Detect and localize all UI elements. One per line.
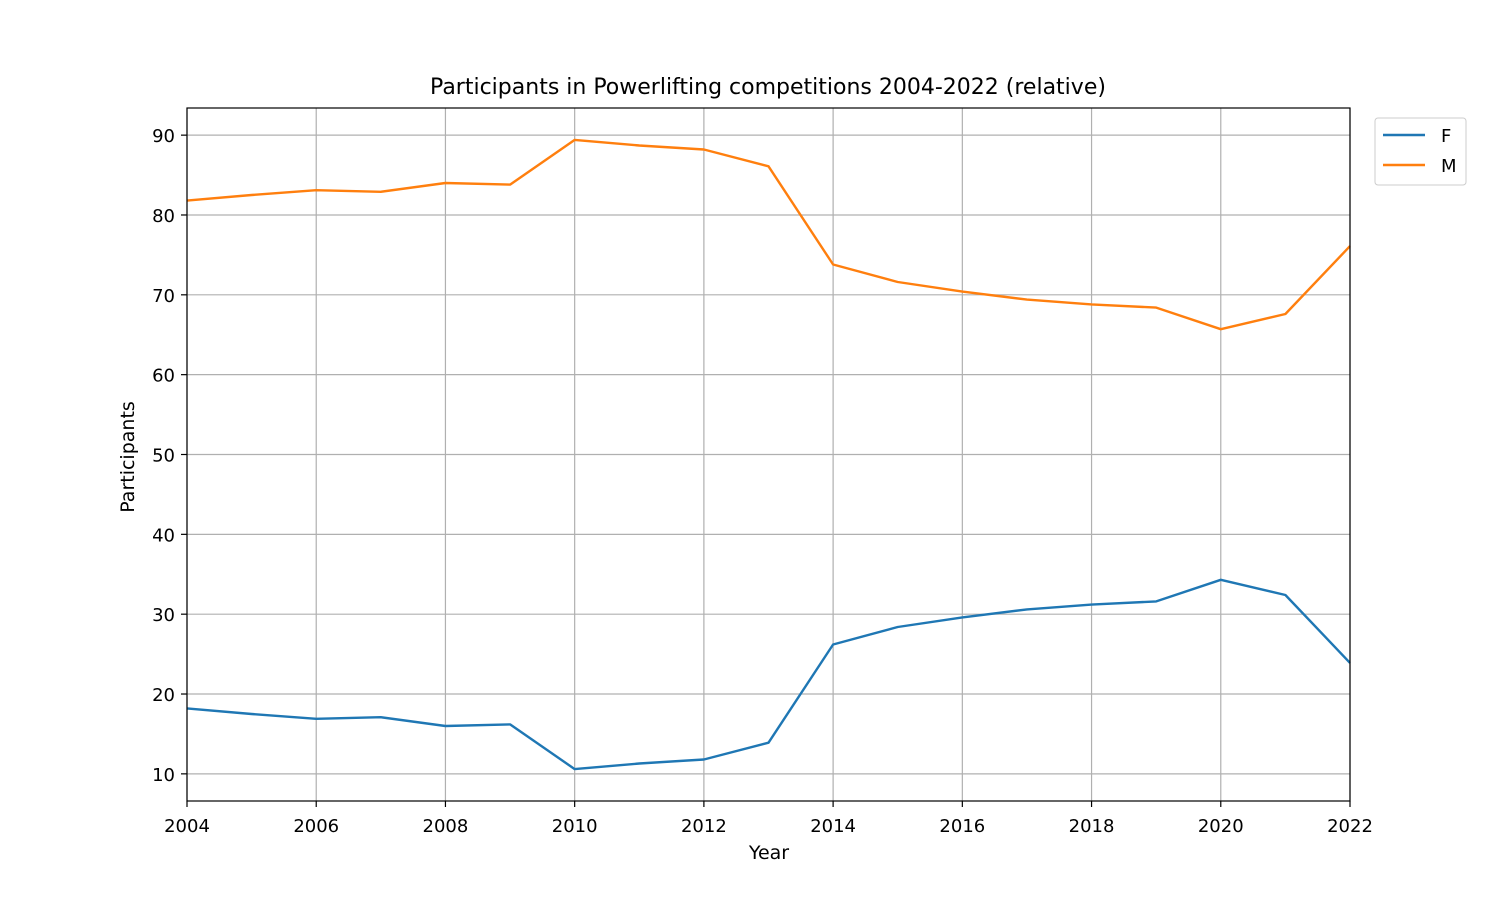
series-line-f xyxy=(186,578,1351,771)
grid xyxy=(186,108,1351,801)
legend-label-m: M xyxy=(1441,156,1457,177)
axis-ticks: 2004 2006 2008 2010 2012 2014 2016 2018 2020 2022… xyxy=(152,126,1373,837)
y-tick-label: 40 xyxy=(152,525,175,546)
x-tick-label: 2004 xyxy=(164,816,210,837)
legend-label-f: F xyxy=(1441,126,1451,147)
x-tick-label: 2010 xyxy=(552,816,598,837)
y-tick-label: 30 xyxy=(152,605,175,626)
x-axis-label: Year xyxy=(748,842,789,864)
x-tick-label: 2006 xyxy=(293,816,339,837)
series-line-m xyxy=(186,138,1351,331)
y-tick-label: 80 xyxy=(152,206,175,227)
x-tick-label: 2008 xyxy=(423,816,469,837)
y-tick-label: 10 xyxy=(152,765,175,786)
x-tick-label: 2016 xyxy=(939,816,985,837)
x-tick-label: 2018 xyxy=(1069,816,1115,837)
legend: FM xyxy=(1374,117,1467,186)
chart-title: Participants in Powerlifting competition… xyxy=(430,75,1106,100)
y-tick-label: 50 xyxy=(152,446,175,467)
series-lines xyxy=(186,138,1351,771)
x-tick-label: 2012 xyxy=(681,816,727,837)
y-tick-label: 90 xyxy=(152,126,175,147)
x-tick-label: 2022 xyxy=(1327,816,1373,837)
x-tick-label: 2014 xyxy=(810,816,856,837)
y-tick-label: 60 xyxy=(152,366,175,387)
y-axis-label: Participants xyxy=(117,401,139,513)
x-tick-label: 2020 xyxy=(1198,816,1244,837)
y-tick-label: 70 xyxy=(152,286,175,307)
y-tick-label: 20 xyxy=(152,685,175,706)
